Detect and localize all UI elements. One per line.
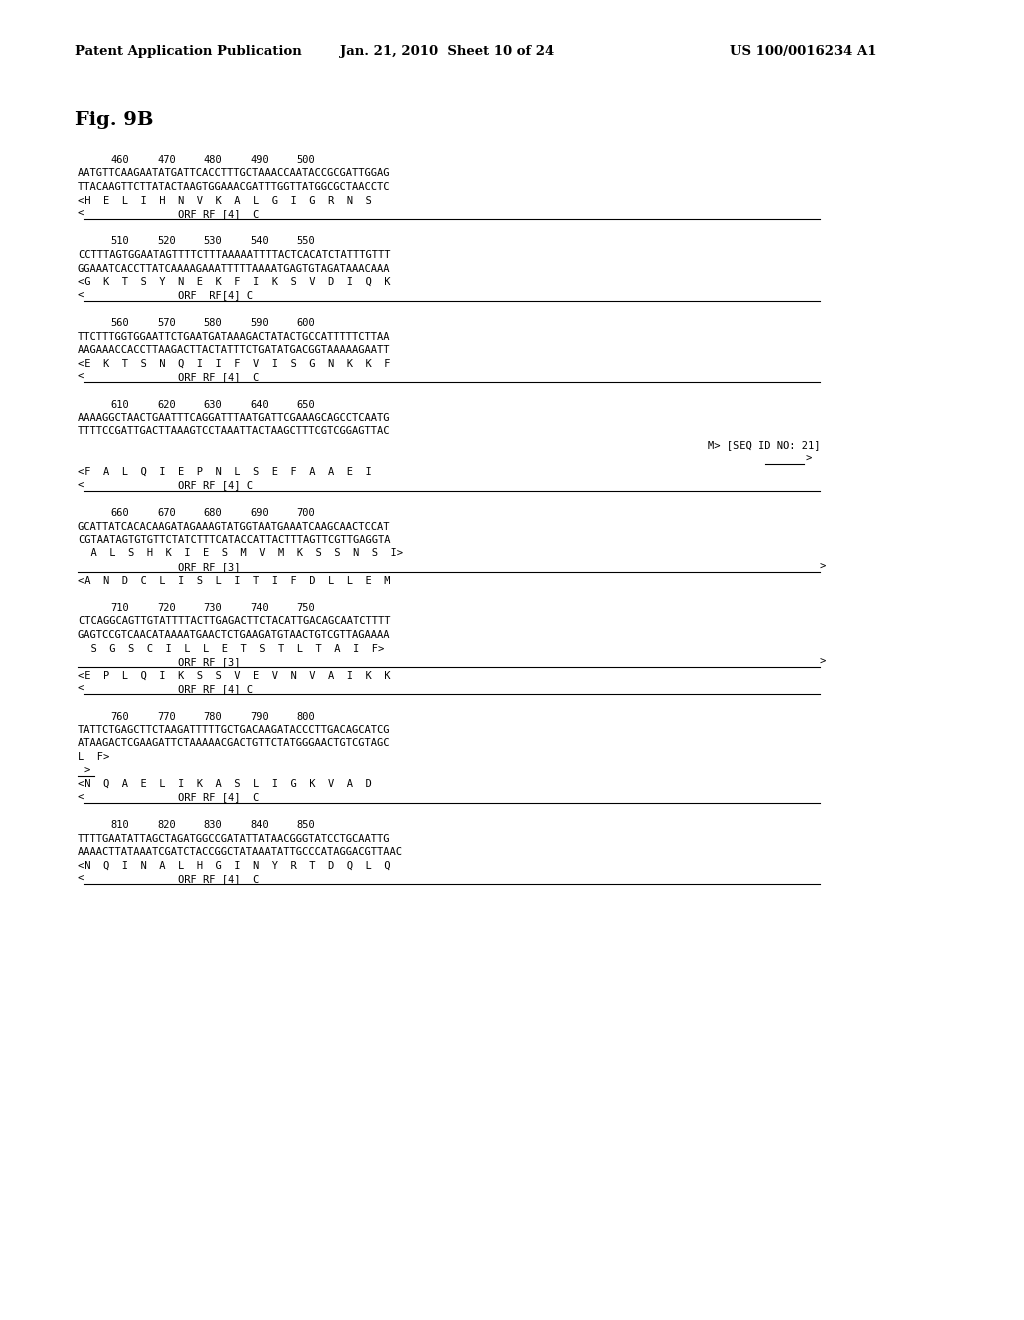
Text: 470: 470 [157, 154, 176, 165]
Text: 810: 810 [111, 820, 129, 830]
Text: >: > [805, 454, 811, 463]
Text: 670: 670 [157, 508, 176, 517]
Text: <E  P  L  Q  I  K  S  S  V  E  V  N  V  A  I  K  K: <E P L Q I K S S V E V N V A I K K [78, 671, 390, 681]
Text: <A  N  D  C  L  I  S  L  I  T  I  F  D  L  L  E  M: <A N D C L I S L I T I F D L L E M [78, 576, 390, 586]
Text: 730: 730 [204, 603, 222, 612]
Text: ORF RF [4] C: ORF RF [4] C [178, 480, 253, 491]
Text: AAAACTTATAAATCGATCTACCGGCTATAAATATTGCCCATAGGACGTTAAC: AAAACTTATAAATCGATCTACCGGCTATAAATATTGCCCA… [78, 847, 403, 857]
Text: 530: 530 [204, 236, 222, 247]
Text: 660: 660 [111, 508, 129, 517]
Text: <H  E  L  I  H  N  V  K  A  L  G  I  G  R  N  S: <H E L I H N V K A L G I G R N S [78, 195, 372, 206]
Text: US 100/0016234 A1: US 100/0016234 A1 [730, 45, 877, 58]
Text: <: < [78, 874, 84, 884]
Text: <G  K  T  S  Y  N  E  K  F  I  K  S  V  D  I  Q  K: <G K T S Y N E K F I K S V D I Q K [78, 277, 390, 286]
Text: TATTCTGAGCTTCTAAGATTTTTGCTGACAAGATACCCTTGACAGCATCG: TATTCTGAGCTTCTAAGATTTTTGCTGACAAGATACCCTT… [78, 725, 390, 735]
Text: <: < [78, 684, 84, 694]
Text: L  F>: L F> [78, 752, 110, 762]
Text: TTACAAGTTCTTATACTAAGTGGAAACGATTTGGTTATGGCGCTAACCTC: TTACAAGTTCTTATACTAAGTGGAAACGATTTGGTTATGG… [78, 182, 390, 191]
Text: >: > [84, 766, 90, 776]
Text: 630: 630 [204, 400, 222, 409]
Text: <F  A  L  Q  I  E  P  N  L  S  E  F  A  A  E  I: <F A L Q I E P N L S E F A A E I [78, 467, 372, 477]
Text: 790: 790 [250, 711, 268, 722]
Text: 840: 840 [250, 820, 268, 830]
Text: <E  K  T  S  N  Q  I  I  F  V  I  S  G  N  K  K  F: <E K T S N Q I I F V I S G N K K F [78, 359, 390, 368]
Text: S  G  S  C  I  L  L  E  T  S  T  L  T  A  I  F>: S G S C I L L E T S T L T A I F> [78, 644, 384, 653]
Text: 510: 510 [111, 236, 129, 247]
Text: ORF RF [3]: ORF RF [3] [178, 657, 241, 667]
Text: <: < [78, 480, 84, 491]
Text: 560: 560 [111, 318, 129, 327]
Text: ORF RF [4] C: ORF RF [4] C [178, 684, 253, 694]
Text: ORF RF [4]  C: ORF RF [4] C [178, 372, 259, 381]
Text: AATGTTCAAGAATATGATTCACCTTTGCTAAACCAATACCGCGATTGGAG: AATGTTCAAGAATATGATTCACCTTTGCTAAACCAATACC… [78, 169, 390, 178]
Text: 720: 720 [157, 603, 176, 612]
Text: <N  Q  I  N  A  L  H  G  I  N  Y  R  T  D  Q  L  Q: <N Q I N A L H G I N Y R T D Q L Q [78, 861, 390, 870]
Text: ORF RF [3]: ORF RF [3] [178, 562, 241, 572]
Text: 520: 520 [157, 236, 176, 247]
Text: 640: 640 [250, 400, 268, 409]
Text: AAGAAACCACCTTAAGACTTACTATTTCTGATATGACGGTAAAAAGAATT: AAGAAACCACCTTAAGACTTACTATTTCTGATATGACGGT… [78, 345, 390, 355]
Text: GCATTATCACACAAGATAGAAAGTATGGTAATGAAATCAAGCAACTCCAT: GCATTATCACACAAGATAGAAAGTATGGTAATGAAATCAA… [78, 521, 390, 532]
Text: <: < [78, 209, 84, 219]
Text: 540: 540 [250, 236, 268, 247]
Text: ORF RF [4]  C: ORF RF [4] C [178, 209, 259, 219]
Text: 590: 590 [250, 318, 268, 327]
Text: CTCAGGCAGTTGTATTTTACTTGAGACTTCTACATTGACAGCAATCTTTT: CTCAGGCAGTTGTATTTTACTTGAGACTTCTACATTGACA… [78, 616, 390, 627]
Text: TTTTCCGATTGACTTAAAGTCCTAAATTACTAAGCTTTCGTCGGAGTTAC: TTTTCCGATTGACTTAAAGTCCTAAATTACTAAGCTTTCG… [78, 426, 390, 437]
Text: ATAAGACTCGAAGATTCTAAAAACGACTGTTCTATGGGAACTGTCGTAGC: ATAAGACTCGAAGATTCTAAAAACGACTGTTCTATGGGAA… [78, 738, 390, 748]
Text: 760: 760 [111, 711, 129, 722]
Text: 480: 480 [204, 154, 222, 165]
Text: 830: 830 [204, 820, 222, 830]
Text: 780: 780 [204, 711, 222, 722]
Text: 690: 690 [250, 508, 268, 517]
Text: GAGTCCGTCAACATAAAATGAACTCTGAAGATGTAACTGTCGTTAGAAAA: GAGTCCGTCAACATAAAATGAACTCTGAAGATGTAACTGT… [78, 630, 390, 640]
Text: 800: 800 [297, 711, 315, 722]
Text: ORF  RF[4] C: ORF RF[4] C [178, 290, 253, 301]
Text: <N  Q  A  E  L  I  K  A  S  L  I  G  K  V  A  D: <N Q A E L I K A S L I G K V A D [78, 779, 372, 789]
Text: 500: 500 [297, 154, 315, 165]
Text: CGTAATAGTGTGTTCTATCTTTCATACCATTACTTTAGTTCGTTGAGGTA: CGTAATAGTGTGTTCTATCTTTCATACCATTACTTTAGTT… [78, 535, 390, 545]
Text: A  L  S  H  K  I  E  S  M  V  M  K  S  S  N  S  I>: A L S H K I E S M V M K S S N S I> [78, 549, 403, 558]
Text: 770: 770 [157, 711, 176, 722]
Text: 580: 580 [204, 318, 222, 327]
Text: >: > [820, 562, 826, 572]
Text: Fig. 9B: Fig. 9B [75, 111, 154, 129]
Text: 850: 850 [297, 820, 315, 830]
Text: Jan. 21, 2010  Sheet 10 of 24: Jan. 21, 2010 Sheet 10 of 24 [340, 45, 554, 58]
Text: 550: 550 [297, 236, 315, 247]
Text: 700: 700 [297, 508, 315, 517]
Text: M> [SEQ ID NO: 21]: M> [SEQ ID NO: 21] [708, 440, 820, 450]
Text: 750: 750 [297, 603, 315, 612]
Text: TTTTGAATATTAGCTAGATGGCCGATATTATAACGGGTATCCTGCAATTG: TTTTGAATATTAGCTAGATGGCCGATATTATAACGGGTAT… [78, 833, 390, 843]
Text: 490: 490 [250, 154, 268, 165]
Text: 610: 610 [111, 400, 129, 409]
Text: 600: 600 [297, 318, 315, 327]
Text: 620: 620 [157, 400, 176, 409]
Text: CCTTTAGTGGAATAGTTTTCTTTAAAAATTTTACTCACATCTATTTGTTT: CCTTTAGTGGAATAGTTTTCTTTAAAAATTTTACTCACAT… [78, 249, 390, 260]
Text: 650: 650 [297, 400, 315, 409]
Text: >: > [820, 657, 826, 667]
Text: TTCTTTGGTGGAATTCTGAATGATAAAGACTATACTGCCATTTTTCTTAA: TTCTTTGGTGGAATTCTGAATGATAAAGACTATACTGCCA… [78, 331, 390, 342]
Text: ORF RF [4]  C: ORF RF [4] C [178, 874, 259, 884]
Text: <: < [78, 792, 84, 803]
Text: 820: 820 [157, 820, 176, 830]
Text: AAAAGGCTAACTGAATTTCAGGATTTAATGATTCGAAAGCAGCCTCAATG: AAAAGGCTAACTGAATTTCAGGATTTAATGATTCGAAAGC… [78, 413, 390, 422]
Text: GGAAATCACCTTATCAAAAGAAATTTTTAAAATGAGTGTAGATAAACAAA: GGAAATCACCTTATCAAAAGAAATTTTTAAAATGAGTGTA… [78, 264, 390, 273]
Text: Patent Application Publication: Patent Application Publication [75, 45, 302, 58]
Text: <: < [78, 290, 84, 301]
Text: 710: 710 [111, 603, 129, 612]
Text: 680: 680 [204, 508, 222, 517]
Text: <: < [78, 372, 84, 381]
Text: 460: 460 [111, 154, 129, 165]
Text: 740: 740 [250, 603, 268, 612]
Text: 570: 570 [157, 318, 176, 327]
Text: ORF RF [4]  C: ORF RF [4] C [178, 792, 259, 803]
